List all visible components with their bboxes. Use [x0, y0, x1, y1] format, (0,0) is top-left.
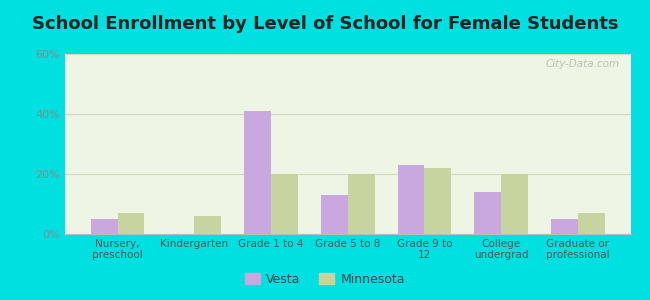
- Legend: Vesta, Minnesota: Vesta, Minnesota: [240, 268, 410, 291]
- Bar: [321, 195, 348, 234]
- Bar: [551, 219, 578, 234]
- Bar: [424, 168, 451, 234]
- Bar: [398, 165, 424, 234]
- Bar: [501, 174, 528, 234]
- Bar: [474, 192, 501, 234]
- Text: School Enrollment by Level of School for Female Students: School Enrollment by Level of School for…: [32, 15, 618, 33]
- Bar: [244, 111, 271, 234]
- Bar: [348, 174, 374, 234]
- Bar: [194, 216, 221, 234]
- Text: City-Data.com: City-Data.com: [545, 59, 619, 69]
- Bar: [91, 219, 118, 234]
- Bar: [271, 174, 298, 234]
- Bar: [578, 213, 604, 234]
- Bar: [118, 213, 144, 234]
